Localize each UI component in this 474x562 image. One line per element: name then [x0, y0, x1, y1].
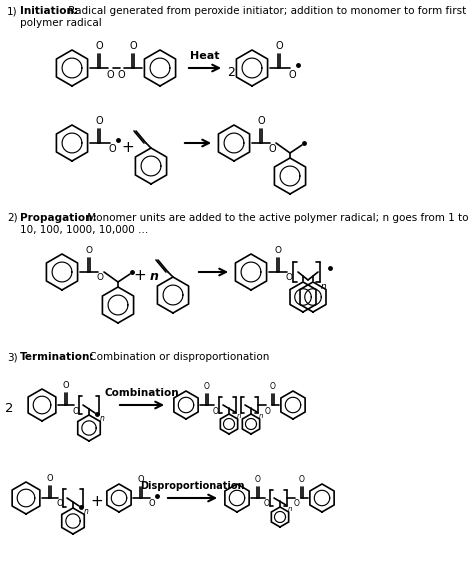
Text: O: O: [275, 41, 283, 51]
Text: O: O: [85, 246, 92, 255]
Text: O: O: [46, 474, 53, 483]
Text: polymer radical: polymer radical: [20, 18, 102, 28]
Text: Monomer units are added to the active polymer radical; n goes from 1 to: Monomer units are added to the active po…: [84, 213, 468, 223]
Text: +: +: [122, 139, 134, 155]
Text: n: n: [288, 506, 292, 512]
Text: O: O: [294, 500, 300, 509]
Text: O: O: [107, 70, 115, 79]
Text: Combination or disproportionation: Combination or disproportionation: [86, 352, 269, 362]
Text: Combination: Combination: [105, 388, 179, 398]
Text: Radical generated from peroxide initiator; addition to monomer to form first: Radical generated from peroxide initiato…: [65, 6, 466, 16]
Text: +: +: [134, 269, 146, 283]
Text: Heat: Heat: [190, 51, 220, 61]
Text: n: n: [321, 282, 327, 291]
Text: n: n: [150, 270, 158, 283]
Text: O: O: [257, 116, 265, 126]
Text: O: O: [118, 70, 126, 79]
Text: O: O: [286, 274, 293, 283]
Text: O: O: [73, 406, 80, 415]
Text: 2): 2): [7, 213, 18, 223]
Text: n: n: [259, 413, 264, 419]
Text: O: O: [274, 246, 282, 255]
Text: O: O: [149, 500, 155, 509]
Text: O: O: [109, 144, 117, 155]
Text: O: O: [95, 41, 103, 51]
Text: 1): 1): [7, 6, 18, 16]
Text: Initiation:: Initiation:: [20, 6, 78, 16]
Text: O: O: [137, 475, 144, 484]
Text: 10, 100, 1000, 10,000 …: 10, 100, 1000, 10,000 …: [20, 225, 148, 235]
Text: Disproportionation: Disproportionation: [140, 481, 245, 491]
Text: O: O: [289, 70, 297, 79]
Text: O: O: [270, 382, 276, 391]
Text: n: n: [84, 507, 89, 516]
Text: +: +: [91, 495, 103, 510]
Text: O: O: [264, 500, 270, 509]
Text: 2: 2: [227, 66, 235, 79]
Text: O: O: [97, 274, 104, 283]
Text: O: O: [255, 475, 261, 484]
Text: O: O: [57, 500, 64, 509]
Text: 2: 2: [5, 402, 13, 415]
Text: n: n: [237, 413, 241, 419]
Text: O: O: [269, 144, 277, 155]
Text: O: O: [63, 381, 69, 390]
Text: 3): 3): [7, 352, 18, 362]
Text: Termination:: Termination:: [20, 352, 94, 362]
Text: Propagation:: Propagation:: [20, 213, 97, 223]
Text: O: O: [129, 41, 137, 51]
Text: O: O: [204, 382, 210, 391]
Text: O: O: [95, 116, 103, 126]
Text: n: n: [100, 414, 105, 423]
Text: O: O: [299, 475, 305, 484]
Text: O: O: [213, 406, 219, 415]
Text: O: O: [265, 406, 271, 415]
